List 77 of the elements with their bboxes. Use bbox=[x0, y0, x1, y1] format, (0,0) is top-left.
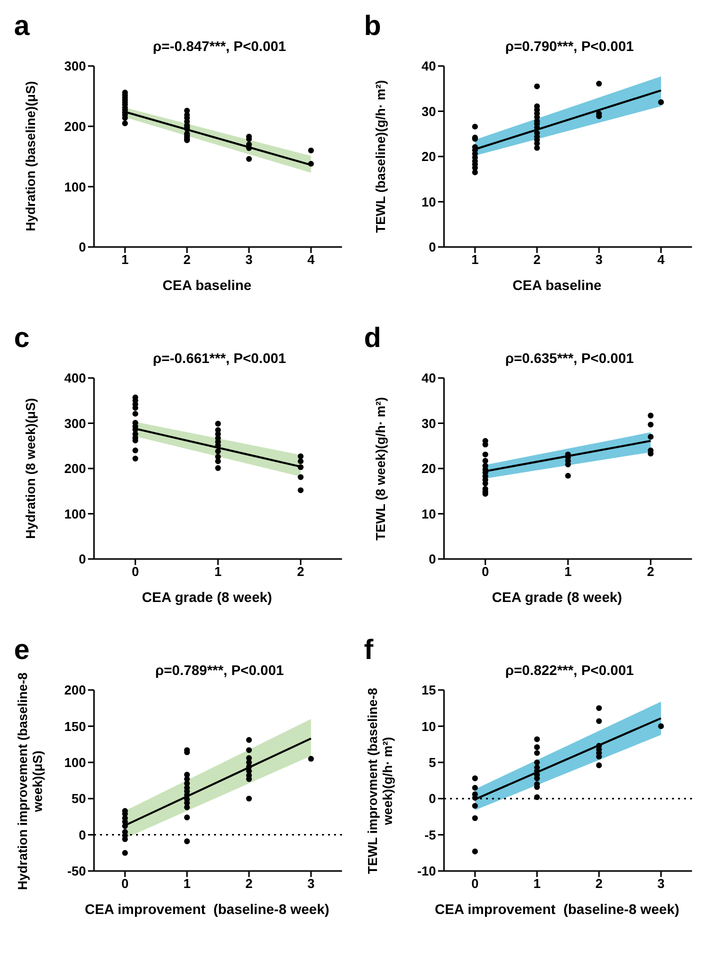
y-tick-label: 20 bbox=[422, 461, 436, 476]
text: c bbox=[14, 322, 30, 354]
x-tick-label: 4 bbox=[307, 252, 316, 268]
x-axis-title: CEA baseline bbox=[512, 277, 602, 293]
y-tick-label: 100 bbox=[64, 506, 86, 522]
y-tick-label: 200 bbox=[64, 682, 86, 698]
text: b bbox=[364, 10, 382, 42]
y-tick-label: 50 bbox=[72, 791, 86, 806]
y-tick-label: 100 bbox=[64, 755, 86, 770]
y-tick-label: 200 bbox=[64, 118, 86, 134]
x-tick-label: 2 bbox=[647, 564, 654, 580]
y-tick-label: 0 bbox=[78, 827, 86, 842]
chart-title: ρ=0.789***, P<0.001 bbox=[154, 662, 285, 678]
x-tick-label: 1 bbox=[471, 252, 479, 268]
y-tick-label: 15 bbox=[422, 682, 436, 698]
y-tick-label: 100 bbox=[64, 179, 86, 194]
y-tick-label: 40 bbox=[422, 58, 436, 74]
y-tick-label: 0 bbox=[428, 552, 436, 567]
x-tick-label: 1 bbox=[564, 564, 572, 580]
chart-title: ρ=0.822***, P<0.001 bbox=[504, 662, 635, 678]
y-tick-label: 200 bbox=[64, 461, 86, 476]
x-tick-label: 1 bbox=[214, 564, 222, 580]
y-axis-title: Hydration (baseline)(μS) bbox=[22, 81, 38, 232]
chart-title: ρ=0.790***, P<0.001 bbox=[504, 38, 635, 54]
y-tick-label: 0 bbox=[428, 791, 436, 806]
x-tick-label: 1 bbox=[533, 876, 541, 892]
y-tick-label: 0 bbox=[428, 240, 436, 255]
chart-title: ρ=0.635***, P<0.001 bbox=[504, 350, 635, 366]
text: f bbox=[364, 634, 374, 666]
x-tick-label: 2 bbox=[533, 252, 541, 268]
x-tick-label: 0 bbox=[132, 564, 139, 580]
x-tick-label: 3 bbox=[307, 876, 315, 892]
chart-title: ρ=-0.661***, P<0.001 bbox=[152, 350, 288, 366]
y-tick-label: -10 bbox=[417, 864, 436, 879]
x-tick-label: 0 bbox=[471, 876, 479, 892]
y-tick-label: 300 bbox=[64, 58, 86, 74]
y-axis-title: TEWL (8 week)(g/h· m²) bbox=[372, 396, 388, 540]
y-axis-title: Hydration (8 week)(μS) bbox=[22, 398, 38, 539]
x-axis-title: CEA grade (8 week) bbox=[490, 589, 624, 605]
y-tick-label: 30 bbox=[422, 416, 436, 431]
x-tick-label: 2 bbox=[297, 564, 304, 580]
x-tick-label: 4 bbox=[657, 252, 666, 268]
x-tick-label: 1 bbox=[183, 876, 191, 892]
y-axis-title: TEWL improvment (baseline-8 week)(g/h· m²) bbox=[365, 686, 395, 876]
y-tick-label: -5 bbox=[424, 827, 436, 842]
y-tick-label: 40 bbox=[422, 370, 436, 386]
text: d bbox=[364, 322, 382, 354]
x-tick-label: 3 bbox=[595, 252, 603, 268]
x-tick-label: 3 bbox=[657, 876, 665, 892]
text: e bbox=[14, 634, 30, 666]
y-tick-label: 300 bbox=[64, 416, 86, 431]
y-tick-label: 150 bbox=[64, 718, 86, 734]
x-axis-title: CEA grade (8 week) bbox=[140, 589, 274, 605]
x-tick-label: 0 bbox=[121, 876, 129, 892]
y-tick-label: 10 bbox=[422, 194, 436, 210]
y-axis-title: TEWL (baseline)(g/h· m²) bbox=[372, 80, 388, 233]
y-tick-label: -50 bbox=[67, 864, 86, 879]
x-tick-label: 2 bbox=[595, 876, 603, 892]
y-tick-label: 10 bbox=[422, 506, 436, 522]
y-tick-label: 10 bbox=[422, 718, 436, 734]
x-tick-label: 3 bbox=[245, 252, 253, 268]
y-axis-title: Hydration improvement (baseline-8 week)(μS) bbox=[15, 670, 45, 890]
x-tick-label: 2 bbox=[245, 876, 253, 892]
x-axis-title: CEA baseline bbox=[162, 277, 252, 293]
y-tick-label: 400 bbox=[64, 370, 86, 386]
y-tick-label: 0 bbox=[78, 552, 86, 567]
x-tick-label: 0 bbox=[482, 564, 489, 580]
x-tick-label: 1 bbox=[121, 252, 129, 268]
x-axis-title: CEA improvement (baseline-8 week) bbox=[434, 901, 680, 917]
y-tick-label: 30 bbox=[422, 104, 436, 119]
y-tick-label: 20 bbox=[422, 149, 436, 164]
x-axis-title: CEA improvement (baseline-8 week) bbox=[84, 901, 330, 917]
text: a bbox=[14, 10, 30, 42]
y-tick-label: 5 bbox=[428, 755, 436, 770]
y-tick-label: 0 bbox=[78, 240, 86, 255]
chart-title: ρ=-0.847***, P<0.001 bbox=[152, 38, 288, 54]
x-tick-label: 2 bbox=[183, 252, 191, 268]
